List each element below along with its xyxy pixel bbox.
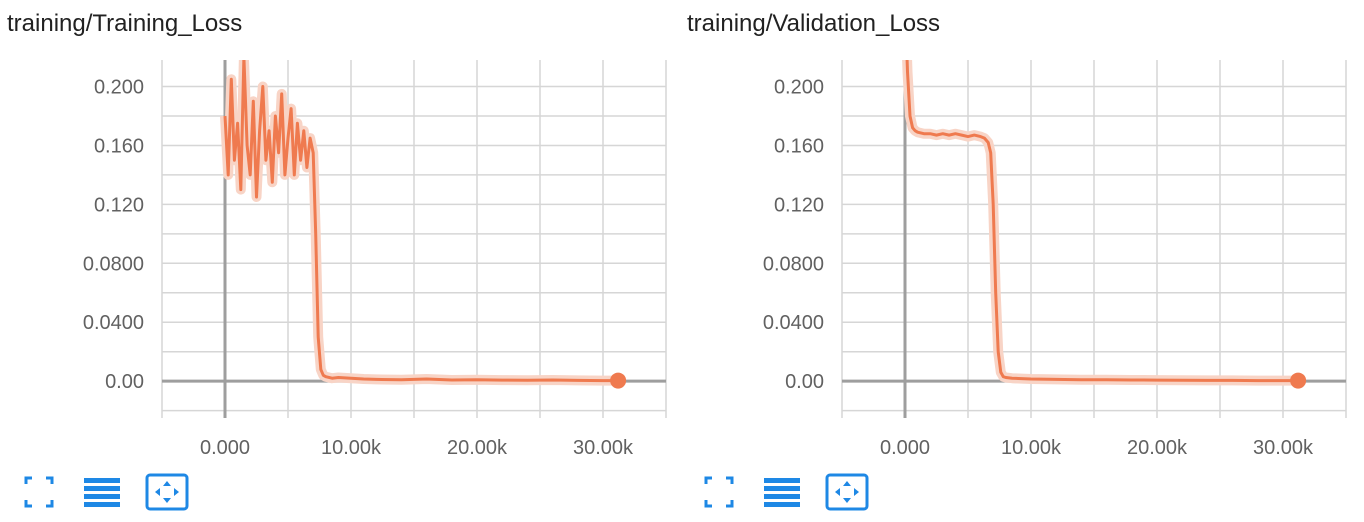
last-point-marker[interactable]: [1290, 372, 1307, 389]
chart-toolbar: [702, 472, 902, 512]
x-tick-label: 0.000: [880, 437, 930, 459]
series-raw-band: [220, 60, 619, 386]
x-tick-label: 30.00k: [1253, 437, 1314, 459]
list-icon: [84, 478, 120, 507]
fit-domain-button[interactable]: [824, 472, 870, 512]
y-tick-label: 0.00: [785, 371, 824, 393]
x-tick-label: 20.00k: [447, 437, 508, 459]
chart-title: training/Training_Loss: [7, 10, 243, 37]
x-tick-label: 30.00k: [573, 437, 634, 459]
y-tick-label: 0.120: [774, 194, 824, 216]
series-line: [905, 60, 1299, 383]
y-tick-label: 0.00: [105, 371, 144, 393]
y-tick-label: 0.160: [774, 135, 824, 157]
list-icon: [764, 478, 800, 507]
chart-toolbar: [22, 472, 222, 512]
y-tick-label: 0.0800: [763, 253, 824, 275]
fullscreen-icon: [704, 476, 734, 508]
series-raw-band: [902, 60, 1299, 386]
x-tick-label: 0.000: [200, 437, 250, 459]
chart-title: training/Validation_Loss: [687, 10, 941, 37]
chart-card-training-loss: training/Training_Loss 0.00 0.0400 0.0800 0…: [0, 0, 680, 522]
fullscreen-button[interactable]: [702, 472, 736, 512]
y-tick-label: 0.0400: [83, 312, 144, 334]
last-point-marker[interactable]: [610, 372, 627, 389]
fit-domain-button[interactable]: [144, 472, 190, 512]
grid-lines: [841, 60, 1347, 418]
series-line: [223, 60, 619, 383]
x-tick-label: 20.00k: [1127, 437, 1188, 459]
toggle-log-scale-button[interactable]: [80, 472, 124, 512]
y-tick-label: 0.160: [94, 135, 144, 157]
y-tick-label: 0.120: [94, 194, 144, 216]
y-tick-label: 0.0400: [763, 312, 824, 334]
fit-domain-icon: [145, 473, 189, 511]
y-tick-label: 0.200: [94, 77, 144, 99]
fullscreen-button[interactable]: [22, 472, 56, 512]
y-tick-label: 0.0800: [83, 253, 144, 275]
chart-card-validation-loss: training/Validation_Loss 0.00 0.0400 0.080…: [680, 0, 1360, 522]
y-tick-label: 0.200: [774, 77, 824, 99]
line-chart-training-loss[interactable]: 0.00 0.0400 0.0800 0.120 0.160 0.200 0.000 10.0…: [0, 0, 680, 470]
fullscreen-icon: [24, 476, 54, 508]
x-tick-label: 10.00k: [321, 437, 382, 459]
x-tick-label: 10.00k: [1001, 437, 1062, 459]
fit-domain-icon: [825, 473, 869, 511]
line-chart-validation-loss[interactable]: 0.00 0.0400 0.0800 0.120 0.160 0.200 0.000 10.0…: [680, 0, 1360, 470]
toggle-log-scale-button[interactable]: [760, 472, 804, 512]
